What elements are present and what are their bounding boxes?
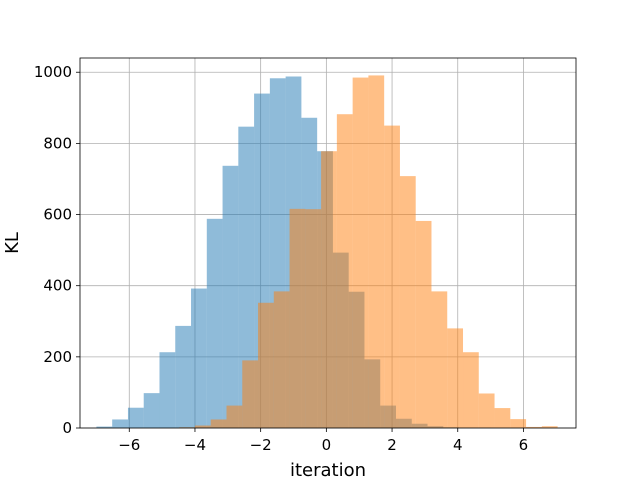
x-tick-label: −6	[118, 436, 140, 454]
histogram-bar	[305, 209, 322, 428]
y-axis-label: KL	[2, 232, 23, 254]
histogram-bar	[478, 393, 495, 428]
histogram-bar	[206, 218, 223, 428]
x-axis-label: iteration	[290, 460, 366, 480]
histogram-bar	[96, 426, 113, 428]
y-tick-label: 600	[43, 206, 72, 224]
histogram-bar	[541, 426, 558, 428]
x-tick-label: 4	[453, 436, 463, 454]
histogram-bar	[368, 75, 385, 429]
histogram-bar	[210, 419, 227, 428]
histogram-bar	[384, 125, 400, 428]
histogram-bar	[431, 291, 448, 428]
histogram-bar	[526, 426, 542, 428]
histogram-bar	[194, 425, 211, 428]
x-tick-label: −2	[250, 436, 272, 454]
histogram-bar	[415, 220, 432, 428]
histogram-bar	[352, 77, 369, 428]
plot-frame	[79, 57, 577, 429]
y-tick-label: 0	[62, 419, 72, 437]
histogram-bar	[112, 419, 128, 428]
histogram-bar	[159, 352, 176, 428]
histogram-bar	[463, 352, 479, 428]
y-axis-ticks: 0 200 400 600 800 1000	[34, 63, 80, 437]
series-1-bars	[179, 75, 558, 429]
histogram-bar	[191, 288, 207, 428]
histogram-bar	[242, 360, 259, 428]
histogram-bar	[222, 165, 239, 428]
histogram-bar	[238, 126, 255, 429]
y-tick-label: 200	[43, 348, 72, 366]
histogram-bar	[321, 151, 337, 428]
y-tick-label: 800	[43, 134, 72, 152]
histogram-bar	[289, 208, 306, 428]
histogram-bar	[447, 328, 464, 428]
histogram-bar	[127, 407, 144, 428]
histogram-bar	[336, 114, 353, 428]
x-tick-label: 6	[519, 436, 529, 454]
x-axis-ticks: −6 −4 −2 0 2 4 6	[118, 428, 528, 454]
x-tick-label: −4	[184, 436, 206, 454]
histogram-bar	[258, 302, 274, 428]
histogram-bar	[399, 176, 416, 428]
y-tick-label: 400	[43, 277, 72, 295]
y-tick-label: 1000	[34, 63, 72, 81]
histogram-bar	[226, 405, 243, 428]
histogram-bar	[143, 393, 160, 428]
histogram-bar	[175, 325, 192, 428]
x-tick-label: 2	[387, 436, 397, 454]
histogram-bars	[96, 75, 558, 429]
histogram-bar	[510, 419, 527, 428]
histogram-bar	[494, 408, 511, 428]
x-tick-label: 0	[322, 436, 332, 454]
histogram-bar	[273, 291, 290, 428]
